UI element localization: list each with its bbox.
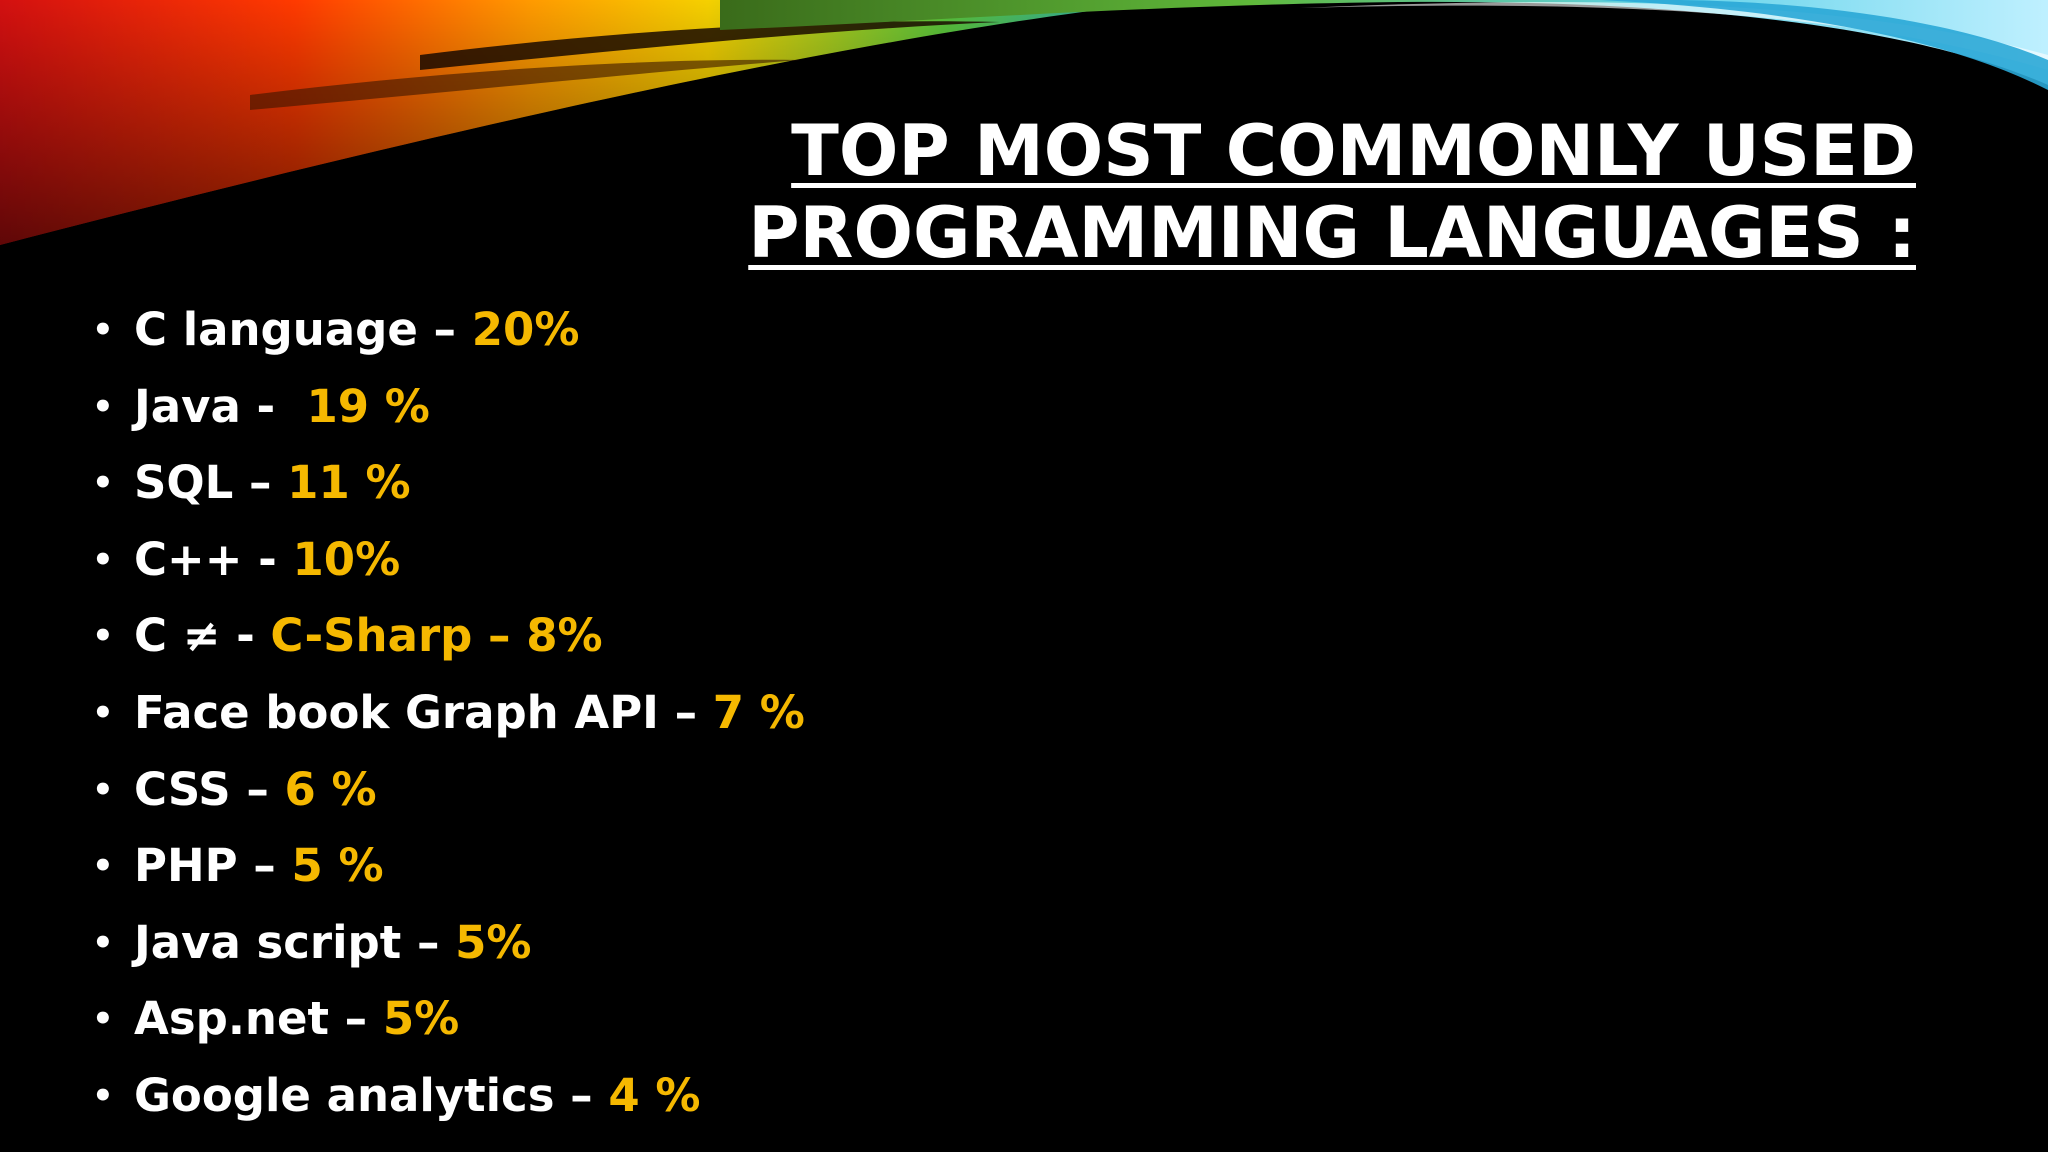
item-label: C language – [134, 303, 472, 356]
item-value: 6 % [284, 762, 377, 816]
page-title: TOP MOST COMMONLY USED PROGRAMMING LANGU… [616, 110, 1916, 274]
item-label: SQL – [134, 456, 288, 510]
list-item: • C ≠ - C-Sharp – 8% [92, 598, 805, 675]
bullet-icon: • [92, 692, 114, 733]
list-item: • Asp.net – 5% [92, 981, 805, 1058]
item-label: Google analytics – [134, 1068, 609, 1122]
item-value: 20% [471, 303, 580, 356]
decorative-swoosh [0, 0, 2048, 245]
list-item: • Java script – 5% [92, 905, 805, 982]
bullet-icon: • [92, 999, 114, 1040]
bullet-icon: • [92, 539, 114, 580]
bullet-icon: • [92, 463, 114, 504]
item-value: C-Sharp – 8% [270, 609, 603, 663]
bullet-icon: • [92, 616, 114, 657]
item-value: 10% [292, 532, 401, 586]
item-label: Asp.net – [134, 992, 383, 1046]
list-item: • PHP – 5 % [92, 828, 805, 905]
item-label: Java script – [134, 915, 456, 969]
item-label: C ≠ - [134, 609, 271, 663]
title-line-2: PROGRAMMING LANGUAGES : [748, 192, 1916, 274]
bullet-icon: • [92, 846, 114, 887]
language-list: • C language – 20% • Java - 19 % • SQL – 11… [92, 292, 805, 1135]
title-line-1: TOP MOST COMMONLY USED [791, 110, 1916, 192]
list-item: • C language – 20% [92, 292, 805, 369]
bullet-icon: • [92, 1075, 114, 1116]
item-label: Java - [134, 379, 307, 433]
item-value: 4 % [608, 1068, 701, 1122]
list-item: • SQL – 11 % [92, 445, 805, 522]
item-label: PHP – [134, 839, 292, 893]
item-label: C++ - [134, 532, 293, 586]
list-item: • Java - 19 % [92, 369, 805, 446]
list-item: • C++ - 10% [92, 522, 805, 599]
list-item: • CSS – 6 % [92, 752, 805, 829]
bullet-icon: • [92, 922, 114, 963]
bullet-icon: • [92, 386, 114, 427]
item-label: CSS – [134, 762, 285, 816]
item-label: Face book Graph API – [134, 685, 713, 739]
list-item: • Face book Graph API – 7 % [92, 675, 805, 752]
bullet-icon: • [92, 310, 114, 350]
item-value: 19 % [306, 379, 430, 433]
bullet-icon: • [92, 769, 114, 810]
item-value: 11 % [287, 456, 411, 510]
item-value: 5 % [291, 839, 384, 893]
item-value: 5% [382, 992, 460, 1046]
item-value: 5% [455, 915, 532, 969]
item-value: 7 % [712, 685, 805, 739]
list-item: • Google analytics – 4 % [92, 1058, 805, 1135]
